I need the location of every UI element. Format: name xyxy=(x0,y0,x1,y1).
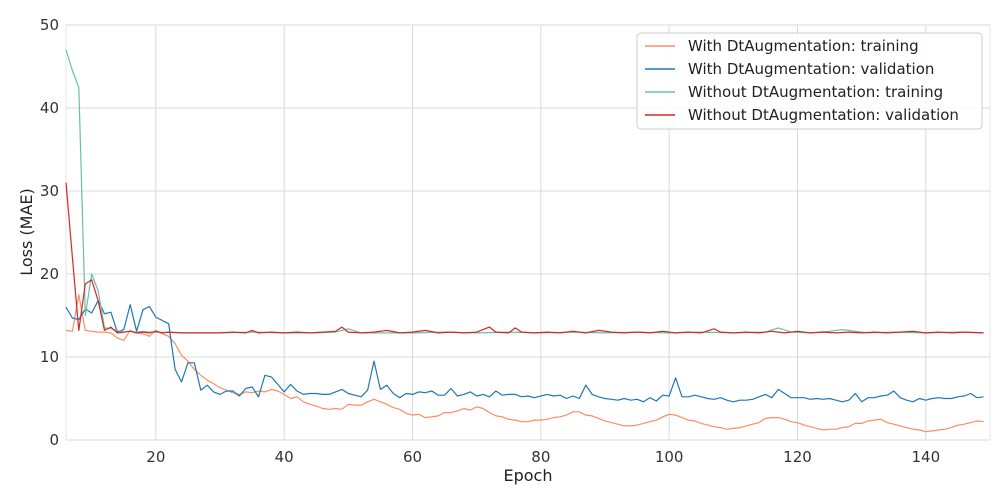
legend-box xyxy=(636,32,983,130)
y-tick-label: 40 xyxy=(40,99,59,117)
y-tick-label: 50 xyxy=(40,16,59,34)
y-axis-title: Loss (MAE) xyxy=(17,188,36,276)
x-axis-ticks: 20 40 60 80 100 120 140 xyxy=(146,448,940,466)
legend: With DtAugmentation: training With DtAugm… xyxy=(636,32,983,130)
grid xyxy=(66,24,990,441)
y-tick-label: 0 xyxy=(49,431,59,449)
y-axis-ticks: 0 10 20 30 40 50 xyxy=(40,16,59,449)
series-layer xyxy=(65,49,984,433)
legend-label: With DtAugmentation: training xyxy=(688,37,919,55)
x-axis-title: Epoch xyxy=(504,466,553,485)
x-tick-label: 40 xyxy=(275,448,294,466)
x-tick-label: 80 xyxy=(531,448,550,466)
x-tick-label: 60 xyxy=(403,448,422,466)
x-tick-label: 140 xyxy=(912,448,941,466)
y-tick-label: 20 xyxy=(40,265,59,283)
y-tick-label: 30 xyxy=(40,182,59,200)
legend-label: Without DtAugmentation: training xyxy=(688,83,943,101)
x-tick-label: 100 xyxy=(655,448,684,466)
series-line-0 xyxy=(65,294,984,433)
series-line-1 xyxy=(65,300,984,403)
legend-label: Without DtAugmentation: validation xyxy=(688,106,959,124)
y-tick-label: 10 xyxy=(40,348,59,366)
legend-label: With DtAugmentation: validation xyxy=(688,60,934,78)
x-tick-label: 20 xyxy=(146,448,165,466)
x-tick-label: 120 xyxy=(783,448,812,466)
series-line-3 xyxy=(65,182,984,334)
